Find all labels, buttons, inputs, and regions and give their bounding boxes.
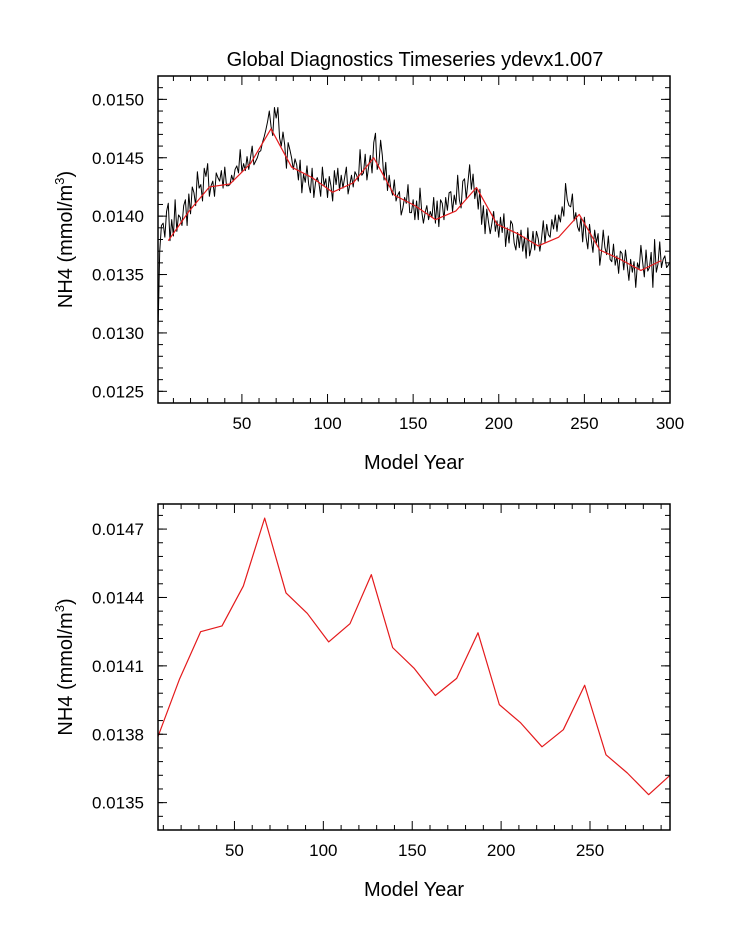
x-tick-label: 200 [487,841,515,860]
y-tick-label: 0.0145 [92,149,144,168]
x-tick-label: 150 [399,414,427,433]
y-tick-label: 0.0150 [92,90,144,109]
y-tick-label: 0.0125 [92,382,144,401]
series-line-decadal-mean [157,517,671,796]
x-tick-label: 250 [576,841,604,860]
x-tick-label: 150 [398,841,426,860]
y-tick-label: 0.0138 [92,725,144,744]
chart-title: Global Diagnostics Timeseries ydevx1.007 [227,49,604,71]
y-axis-title: NH4 (mmol/m3) [52,598,77,735]
x-axis-title: Model Year [364,452,464,474]
x-tick-label: 50 [225,841,244,860]
y-tick-label: 0.0135 [92,266,144,285]
x-tick-label: 300 [656,414,684,433]
y-tick-label: 0.0135 [92,794,144,813]
timeseries-panel-bottom: 50 100 150 200 250 0.0135 0.0138 0.0141 0.0144 0.… [52,503,671,901]
y-tick-label: 0.0140 [92,207,144,226]
x-tick-label: 250 [570,414,598,433]
series-line-decadal-mean [167,128,662,272]
x-axis-title: Model Year [364,879,464,901]
y-tick-label: 0.0147 [92,520,144,539]
y-tick-label: 0.0144 [92,588,144,607]
x-tick-label: 100 [309,841,337,860]
x-tick-label: 200 [485,414,513,433]
y-tick-label: 0.0141 [92,657,144,676]
x-tick-label: 50 [232,414,251,433]
series-line-annual [157,107,671,333]
plot-frame [157,503,671,831]
timeseries-panel-top: Global Diagnostics Timeseries ydevx1.007… [52,49,684,474]
y-tick-label: 0.0130 [92,324,144,343]
x-tick-label: 100 [313,414,341,433]
y-axis-title: NH4 (mmol/m3) [52,171,77,308]
